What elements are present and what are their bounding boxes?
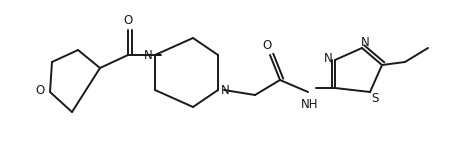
Text: O: O (123, 13, 133, 26)
Text: O: O (262, 38, 272, 52)
Text: N: N (144, 49, 152, 62)
Text: N: N (324, 52, 332, 65)
Text: N: N (220, 83, 229, 96)
Text: NH: NH (301, 99, 319, 111)
Text: S: S (371, 91, 379, 104)
Text: N: N (361, 36, 369, 49)
Text: O: O (35, 83, 45, 96)
